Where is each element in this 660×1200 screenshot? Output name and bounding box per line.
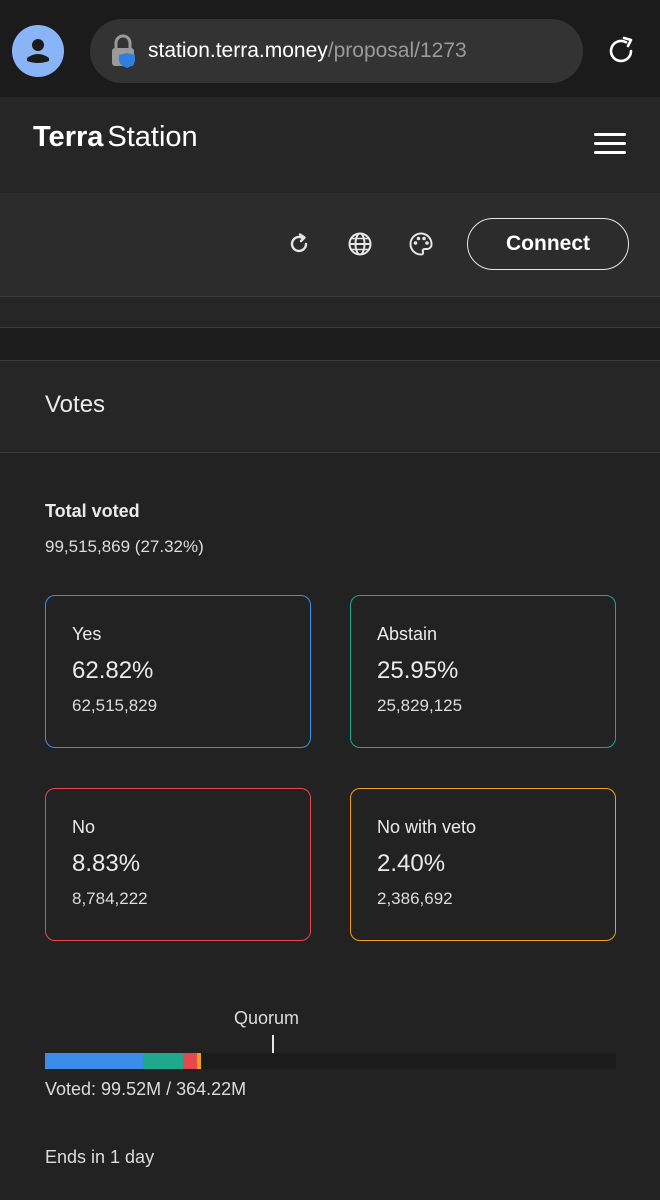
account-avatar-icon[interactable] — [12, 25, 64, 77]
vote-card-abstain: Abstain 25.95% 25,829,125 — [350, 595, 616, 748]
globe-icon[interactable] — [346, 230, 374, 258]
ends-text: Ends in 1 day — [45, 1147, 155, 1167]
bar-segment-abstain — [142, 1053, 184, 1069]
toolbar — [0, 193, 660, 297]
vote-option-percent: 25.95% — [377, 657, 459, 684]
address-bar[interactable]: station.terra.money/proposal/1273 — [90, 19, 583, 83]
hamburger-menu-icon[interactable] — [594, 133, 626, 155]
vote-option-label: Abstain — [377, 624, 438, 644]
browser-reload-icon[interactable] — [604, 34, 638, 68]
vote-card-no: No 8.83% 8,784,222 — [45, 788, 311, 941]
vote-option-count: 62,515,829 — [72, 696, 158, 715]
refresh-icon[interactable] — [285, 230, 313, 258]
vote-option-label: No — [72, 817, 96, 837]
bar-segment-no — [183, 1053, 198, 1069]
vote-option-label: No with veto — [377, 817, 477, 837]
vote-option-count: 25,829,125 — [377, 696, 463, 715]
connect-button[interactable]: Connect — [467, 218, 629, 270]
palette-icon[interactable] — [407, 230, 435, 258]
quorum-marker — [272, 1035, 275, 1053]
vote-option-count: 2,386,692 — [377, 889, 453, 908]
vote-option-label: Yes — [72, 624, 102, 644]
vote-option-percent: 8.83% — [72, 850, 141, 877]
vote-card-no-with-veto: No with veto 2.40% 2,386,692 — [350, 788, 616, 941]
brand-logo[interactable]: Terra Station — [33, 121, 198, 154]
quorum-label: Quorum — [234, 1008, 300, 1028]
lock-icon — [112, 34, 135, 68]
total-voted-label: Total voted — [45, 501, 140, 521]
vote-progress-bar — [45, 1053, 616, 1069]
brand-light: Station — [107, 121, 198, 153]
votes-card-header: Votes — [0, 361, 660, 453]
divider-strip — [0, 328, 660, 361]
vote-option-count: 8,784,222 — [72, 889, 148, 908]
vote-card-yes: Yes 62.82% 62,515,829 — [45, 595, 311, 748]
browser-bar: station.terra.money/proposal/1273 — [0, 0, 660, 97]
bar-segment-yes — [45, 1053, 143, 1069]
votes-title: Votes — [45, 391, 106, 418]
bar-segment-no-with-veto — [197, 1053, 201, 1069]
divider-strip — [0, 297, 660, 328]
url-path: /proposal/1273 — [327, 39, 467, 62]
total-voted-value: 99,515,869 (27.32%) — [45, 537, 204, 556]
url-host: station.terra.money — [148, 39, 328, 62]
voted-text: Voted: 99.52M / 364.22M — [45, 1079, 247, 1099]
url-text: station.terra.money/proposal/1273 — [148, 39, 467, 63]
vote-option-percent: 2.40% — [377, 850, 446, 877]
brand-bold: Terra — [33, 121, 104, 153]
app-header: Terra Station — [0, 97, 660, 193]
vote-option-percent: 62.82% — [72, 657, 154, 684]
